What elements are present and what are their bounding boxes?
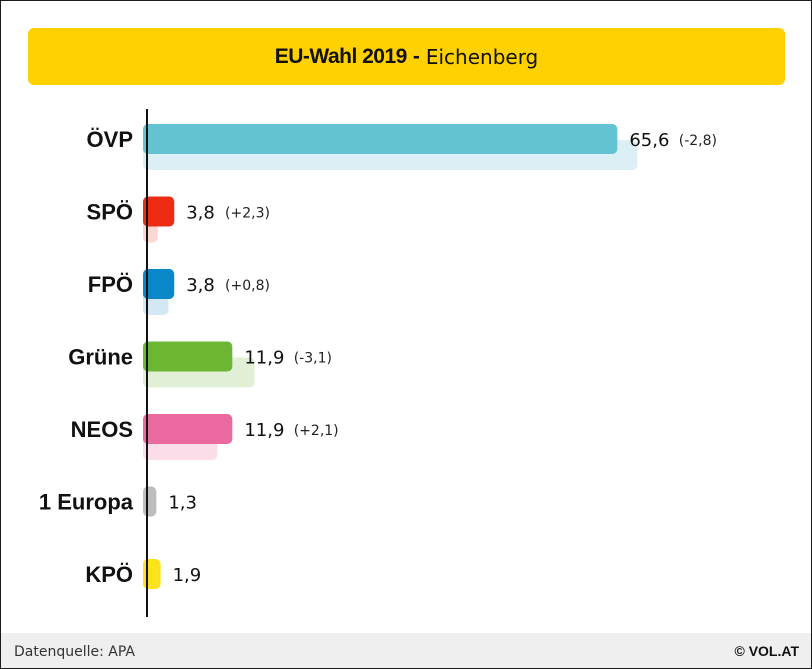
value-label-5: 1,3	[168, 493, 197, 514]
bar-5	[143, 486, 157, 517]
bar-3	[143, 341, 233, 372]
category-label-3: Grüne	[68, 345, 133, 370]
bar-2	[143, 269, 175, 299]
category-label-6: KPÖ	[85, 562, 133, 587]
change-label-0: (-2,8)	[679, 133, 717, 149]
category-label-1: SPÖ	[87, 200, 133, 225]
bar-0	[143, 124, 618, 154]
bar-chart: ÖVP 65,6 (-2,8) SPÖ 3,8 (+2,3) FPÖ 3,8 (+0,8) Grü…	[39, 109, 717, 617]
title-bar: EU-Wahl 2019 - Eichenberg	[28, 28, 785, 85]
change-label-3: (-3,1)	[294, 351, 332, 367]
data-source: Datenquelle: APA	[14, 644, 135, 660]
bar-4	[143, 414, 233, 444]
category-label-0: ÖVP	[87, 127, 133, 152]
value-label-1: 3,8	[186, 203, 215, 224]
category-label-2: FPÖ	[88, 272, 133, 297]
bar-6	[143, 559, 161, 589]
change-label-4: (+2,1)	[294, 423, 339, 439]
change-label-1: (+2,3)	[225, 206, 270, 222]
footer: Datenquelle: APA © VOL.AT	[1, 633, 811, 668]
category-label-4: NEOS	[71, 417, 133, 442]
value-label-4: 11,9	[244, 420, 284, 441]
change-label-2: (+0,8)	[225, 278, 270, 294]
value-label-0: 65,6	[629, 130, 669, 151]
chart-subtitle: Eichenberg	[425, 44, 539, 69]
title-separator: -	[412, 44, 420, 68]
value-label-2: 3,8	[186, 275, 215, 296]
value-label-3: 11,9	[244, 348, 284, 369]
value-label-6: 1,9	[173, 565, 202, 586]
copyright: © VOL.AT	[734, 643, 800, 659]
category-label-5: 1 Europa	[39, 490, 134, 515]
chart-title: EU-Wahl 2019	[274, 44, 408, 68]
bar-1	[143, 196, 175, 227]
